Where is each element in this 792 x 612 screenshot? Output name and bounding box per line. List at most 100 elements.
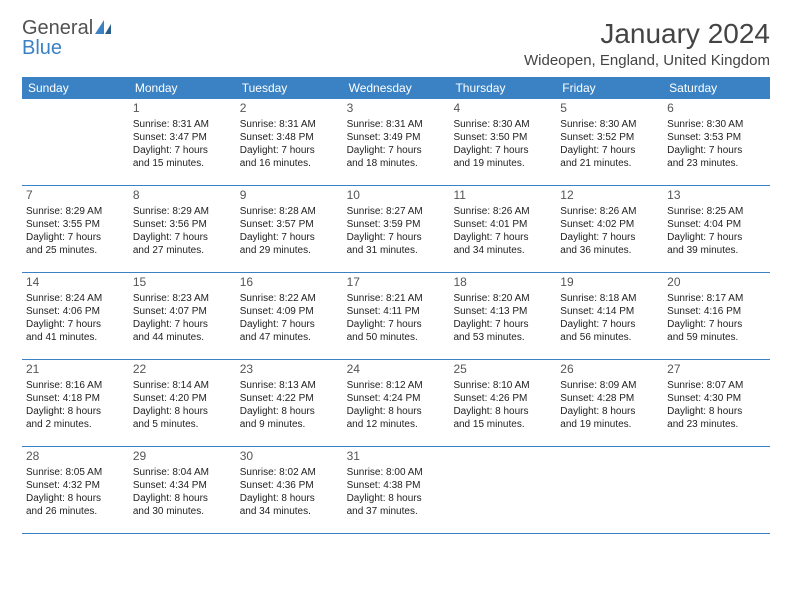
day-cell: 14Sunrise: 8:24 AMSunset: 4:06 PMDayligh… <box>22 273 129 359</box>
sunrise-text: Sunrise: 8:14 AM <box>133 379 232 392</box>
day-cell: 7Sunrise: 8:29 AMSunset: 3:55 PMDaylight… <box>22 186 129 272</box>
weeks-container: 1Sunrise: 8:31 AMSunset: 3:47 PMDaylight… <box>22 99 770 534</box>
daylight-text: Daylight: 7 hours <box>453 231 552 244</box>
day-number: 2 <box>240 101 339 117</box>
sunset-text: Sunset: 4:01 PM <box>453 218 552 231</box>
sunset-text: Sunset: 4:18 PM <box>26 392 125 405</box>
daylight-text: Daylight: 8 hours <box>347 492 446 505</box>
daylight-text: and 47 minutes. <box>240 331 339 344</box>
sunset-text: Sunset: 4:38 PM <box>347 479 446 492</box>
day-number: 13 <box>667 188 766 204</box>
daylight-text: and 15 minutes. <box>453 418 552 431</box>
dow-monday: Monday <box>129 77 236 99</box>
day-cell: 29Sunrise: 8:04 AMSunset: 4:34 PMDayligh… <box>129 447 236 533</box>
day-cell: 16Sunrise: 8:22 AMSunset: 4:09 PMDayligh… <box>236 273 343 359</box>
day-cell: 17Sunrise: 8:21 AMSunset: 4:11 PMDayligh… <box>343 273 450 359</box>
sunset-text: Sunset: 4:16 PM <box>667 305 766 318</box>
day-cell: 8Sunrise: 8:29 AMSunset: 3:56 PMDaylight… <box>129 186 236 272</box>
sunset-text: Sunset: 3:53 PM <box>667 131 766 144</box>
sunrise-text: Sunrise: 8:31 AM <box>133 118 232 131</box>
daylight-text: Daylight: 7 hours <box>347 231 446 244</box>
daylight-text: Daylight: 7 hours <box>26 231 125 244</box>
sunset-text: Sunset: 4:04 PM <box>667 218 766 231</box>
sunset-text: Sunset: 3:49 PM <box>347 131 446 144</box>
day-number: 7 <box>26 188 125 204</box>
daylight-text: and 23 minutes. <box>667 157 766 170</box>
day-cell <box>556 447 663 533</box>
daylight-text: Daylight: 8 hours <box>560 405 659 418</box>
day-number: 12 <box>560 188 659 204</box>
day-cell: 5Sunrise: 8:30 AMSunset: 3:52 PMDaylight… <box>556 99 663 185</box>
sunrise-text: Sunrise: 8:24 AM <box>26 292 125 305</box>
daylight-text: and 34 minutes. <box>453 244 552 257</box>
daylight-text: and 19 minutes. <box>560 418 659 431</box>
sunrise-text: Sunrise: 8:29 AM <box>133 205 232 218</box>
day-cell: 10Sunrise: 8:27 AMSunset: 3:59 PMDayligh… <box>343 186 450 272</box>
day-cell: 4Sunrise: 8:30 AMSunset: 3:50 PMDaylight… <box>449 99 556 185</box>
logo-text: General Blue <box>22 18 113 58</box>
daylight-text: and 27 minutes. <box>133 244 232 257</box>
day-number: 20 <box>667 275 766 291</box>
daylight-text: Daylight: 8 hours <box>133 492 232 505</box>
day-cell: 20Sunrise: 8:17 AMSunset: 4:16 PMDayligh… <box>663 273 770 359</box>
day-cell: 9Sunrise: 8:28 AMSunset: 3:57 PMDaylight… <box>236 186 343 272</box>
sunrise-text: Sunrise: 8:23 AM <box>133 292 232 305</box>
day-cell: 26Sunrise: 8:09 AMSunset: 4:28 PMDayligh… <box>556 360 663 446</box>
daylight-text: and 19 minutes. <box>453 157 552 170</box>
sunrise-text: Sunrise: 8:30 AM <box>560 118 659 131</box>
day-number: 25 <box>453 362 552 378</box>
sunset-text: Sunset: 4:09 PM <box>240 305 339 318</box>
daylight-text: Daylight: 7 hours <box>240 318 339 331</box>
sunrise-text: Sunrise: 8:26 AM <box>560 205 659 218</box>
dow-friday: Friday <box>556 77 663 99</box>
day-number: 11 <box>453 188 552 204</box>
daylight-text: and 53 minutes. <box>453 331 552 344</box>
sunset-text: Sunset: 3:50 PM <box>453 131 552 144</box>
day-number: 3 <box>347 101 446 117</box>
day-cell: 1Sunrise: 8:31 AMSunset: 3:47 PMDaylight… <box>129 99 236 185</box>
day-number: 5 <box>560 101 659 117</box>
sunrise-text: Sunrise: 8:13 AM <box>240 379 339 392</box>
day-cell <box>22 99 129 185</box>
sunset-text: Sunset: 4:11 PM <box>347 305 446 318</box>
day-number: 16 <box>240 275 339 291</box>
title-block: January 2024 Wideopen, England, United K… <box>524 18 770 69</box>
daylight-text: and 23 minutes. <box>667 418 766 431</box>
dow-wednesday: Wednesday <box>343 77 450 99</box>
day-cell: 15Sunrise: 8:23 AMSunset: 4:07 PMDayligh… <box>129 273 236 359</box>
daylight-text: and 30 minutes. <box>133 505 232 518</box>
day-number: 14 <box>26 275 125 291</box>
day-cell <box>663 447 770 533</box>
page-header: General Blue January 2024 Wideopen, Engl… <box>22 18 770 69</box>
sunrise-text: Sunrise: 8:18 AM <box>560 292 659 305</box>
sunset-text: Sunset: 3:55 PM <box>26 218 125 231</box>
daylight-text: Daylight: 7 hours <box>453 318 552 331</box>
day-number: 30 <box>240 449 339 465</box>
day-cell: 19Sunrise: 8:18 AMSunset: 4:14 PMDayligh… <box>556 273 663 359</box>
daylight-text: Daylight: 8 hours <box>240 405 339 418</box>
daylight-text: and 50 minutes. <box>347 331 446 344</box>
sunrise-text: Sunrise: 8:00 AM <box>347 466 446 479</box>
daylight-text: and 25 minutes. <box>26 244 125 257</box>
day-number: 21 <box>26 362 125 378</box>
sunset-text: Sunset: 4:02 PM <box>560 218 659 231</box>
sunrise-text: Sunrise: 8:28 AM <box>240 205 339 218</box>
sunset-text: Sunset: 4:22 PM <box>240 392 339 405</box>
calendar-page: General Blue January 2024 Wideopen, Engl… <box>0 0 792 544</box>
day-number: 17 <box>347 275 446 291</box>
week-row: 14Sunrise: 8:24 AMSunset: 4:06 PMDayligh… <box>22 273 770 360</box>
daylight-text: and 18 minutes. <box>347 157 446 170</box>
week-row: 21Sunrise: 8:16 AMSunset: 4:18 PMDayligh… <box>22 360 770 447</box>
week-row: 28Sunrise: 8:05 AMSunset: 4:32 PMDayligh… <box>22 447 770 534</box>
dow-tuesday: Tuesday <box>236 77 343 99</box>
sunset-text: Sunset: 4:36 PM <box>240 479 339 492</box>
sunrise-text: Sunrise: 8:12 AM <box>347 379 446 392</box>
day-number: 23 <box>240 362 339 378</box>
daylight-text: and 21 minutes. <box>560 157 659 170</box>
dow-thursday: Thursday <box>449 77 556 99</box>
day-number: 19 <box>560 275 659 291</box>
day-number: 15 <box>133 275 232 291</box>
day-cell: 25Sunrise: 8:10 AMSunset: 4:26 PMDayligh… <box>449 360 556 446</box>
day-cell: 12Sunrise: 8:26 AMSunset: 4:02 PMDayligh… <box>556 186 663 272</box>
sunset-text: Sunset: 4:24 PM <box>347 392 446 405</box>
